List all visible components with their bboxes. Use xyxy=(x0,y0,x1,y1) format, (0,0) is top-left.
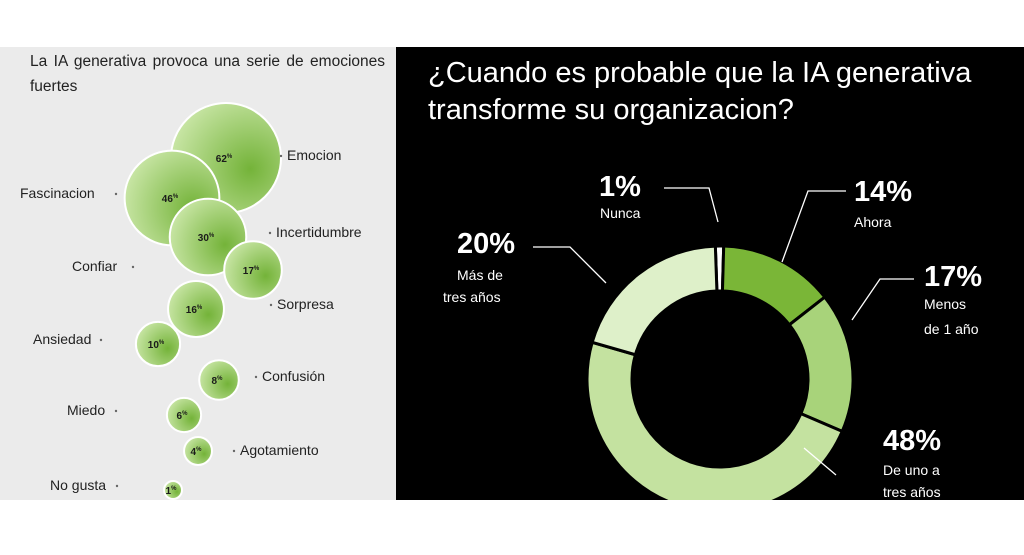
bubble-value-confiar: 17% xyxy=(243,266,260,277)
bubble-label-agotamiento: Agotamiento xyxy=(240,442,319,458)
donut-slice-menos-de-1-año xyxy=(787,295,855,434)
bubble-value-miedo: 6% xyxy=(177,411,189,422)
bubble-label-incertidumbre: Incertidumbre xyxy=(276,224,362,240)
donut-label-ahora: Ahora xyxy=(854,214,892,230)
bubble-value-emocion: 62% xyxy=(216,154,233,165)
donut-label-nunca: Nunca xyxy=(600,205,641,221)
bubble-confiar xyxy=(223,240,283,300)
bubble-miedo xyxy=(165,396,203,434)
donut-label-más-de-tres-años: Más de xyxy=(457,267,503,283)
leader-line-más-de-tres-años xyxy=(533,246,607,284)
donut-slice-de-uno-a-tres-años xyxy=(585,340,845,500)
emotions-chart-title: La IA generativa provoca una serie de em… xyxy=(30,53,385,95)
timeline-chart-title: ¿Cuando es probable que la IA generativa… xyxy=(428,57,972,126)
bubble-agotamiento xyxy=(183,436,213,466)
leader-line-nunca xyxy=(664,187,719,223)
bubble-confusión xyxy=(198,359,240,401)
emotions-panel: La IA generativa provoca una serie de em… xyxy=(0,47,396,500)
bubble-value-incertidumbre: 30% xyxy=(198,233,215,244)
bubble-value-sorpresa: 16% xyxy=(186,305,203,316)
donut-label-más-de-tres-años: tres años xyxy=(443,289,501,305)
leader-line-menos-de-1-año xyxy=(851,278,914,321)
bubble-ansiedad xyxy=(134,320,182,368)
bubble-label-confusión: Confusión xyxy=(262,368,325,384)
donut-pct-nunca: 1% xyxy=(599,171,641,203)
donut-pct-ahora: 14% xyxy=(854,176,912,208)
bubble-label-fascinacion: Fascinacion xyxy=(20,185,95,201)
bubble-value-fascinacion: 46% xyxy=(162,194,179,205)
bubble-sorpresa xyxy=(167,280,225,338)
donut-label-menos-de-1-año: Menos xyxy=(924,296,966,312)
donut-slice-más-de-tres-años xyxy=(590,244,719,357)
bubble-label-ansiedad: Ansiedad xyxy=(33,331,91,347)
bubble-value-no-gusta: 1% xyxy=(166,486,178,497)
donut-label-menos-de-1-año: de 1 año xyxy=(924,321,979,337)
donut-pct-más-de-tres-años: 20% xyxy=(457,228,515,260)
timeline-donut-chart: 1% Nunca 14% Ahora 17% Menos de 1 año 48% De uno… xyxy=(443,171,982,500)
leader-line-de-uno-a-tres-años xyxy=(803,447,837,476)
bubble-label-sorpresa: Sorpresa xyxy=(277,296,334,312)
bubble-value-ansiedad: 10% xyxy=(148,340,165,351)
bubble-label-confiar: Confiar xyxy=(72,258,117,274)
donut-label-de-uno-a-tres-años: tres años xyxy=(883,484,941,500)
bubble-no-gusta xyxy=(163,480,183,500)
bubble-label-no-gusta: No gusta xyxy=(50,477,106,493)
bubble-value-agotamiento: 4% xyxy=(191,447,203,458)
timeline-panel: ¿Cuando es probable que la IA generativa… xyxy=(396,47,1024,500)
bubble-value-confusión: 8% xyxy=(212,376,224,387)
donut-label-de-uno-a-tres-años: De uno a xyxy=(883,462,940,478)
leader-line-ahora xyxy=(781,190,846,263)
bubble-label-miedo: Miedo xyxy=(67,402,105,418)
bubble-label-emocion: Emocion xyxy=(287,147,341,163)
donut-pct-de-uno-a-tres-años: 48% xyxy=(883,425,941,457)
emotions-bubble-chart: 62% Emocion 46% Fascinacion 30% Incertidumbre… xyxy=(20,102,362,500)
donut-pct-menos-de-1-año: 17% xyxy=(924,261,982,293)
